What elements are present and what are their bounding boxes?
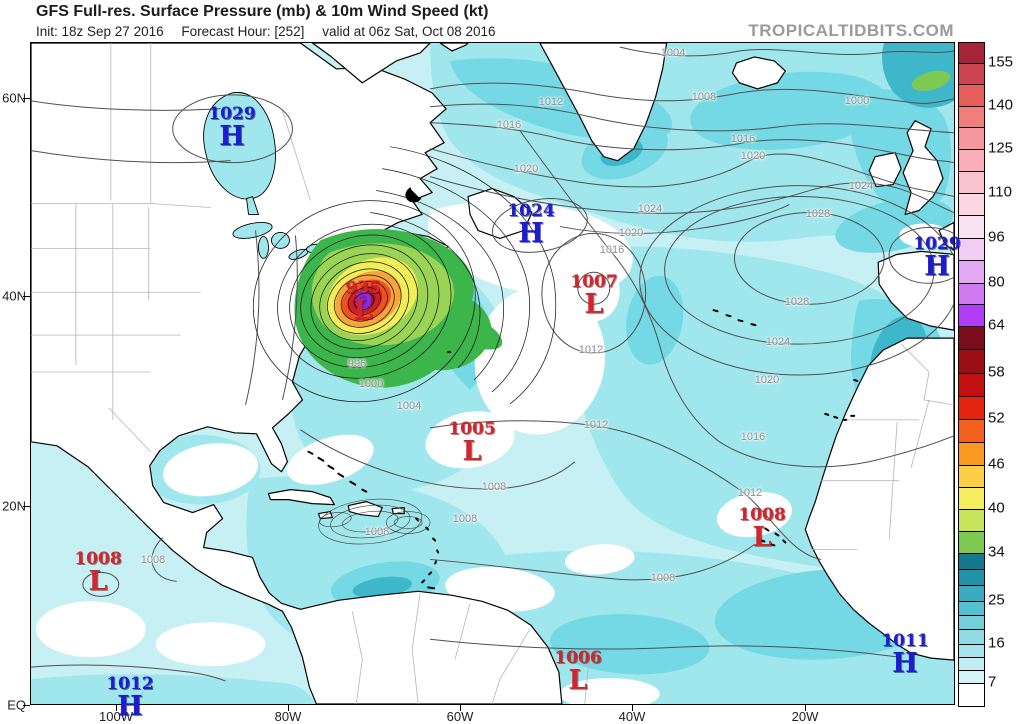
colorbar-tick-label: 140	[988, 96, 1014, 114]
colorbar-tick-label: 110	[988, 183, 1012, 201]
james-bay	[246, 195, 260, 215]
init-line: Init: 18z Sep 27 2016 Forecast Hour: [25…	[36, 24, 510, 39]
colorbar-tick-label: 125	[988, 139, 1014, 157]
lake-superior	[232, 221, 273, 239]
axis-tick-lat	[23, 705, 30, 706]
land-iceland	[731, 56, 786, 90]
axis-tick-lon	[116, 705, 117, 711]
colorbar-tick-label: 16	[988, 634, 1005, 652]
axis-tick-lat	[23, 98, 30, 99]
colorbar-tick-label: 64	[988, 316, 1005, 334]
axis-label-lat: 60N	[2, 90, 26, 106]
init-time: Init: 18z Sep 27 2016	[36, 24, 164, 39]
political-borders	[31, 43, 954, 704]
colorbar-cell	[959, 601, 984, 615]
forecast-hour: Forecast Hour: [252]	[181, 24, 305, 39]
land-africa	[804, 337, 954, 661]
axis-label-lon: 100W	[99, 709, 133, 724]
axis-label-lon: 40W	[618, 709, 646, 724]
colorbar-tick-label: 7	[988, 673, 997, 691]
colorbar-cell	[959, 657, 984, 670]
colorbar-tick-label: 34	[988, 543, 1005, 561]
page-title: GFS Full-res. Surface Pressure (mb) & 10…	[36, 3, 489, 20]
colorbar-cell	[959, 629, 984, 644]
land-great-britain	[902, 120, 944, 216]
terrain-noise-rings	[318, 498, 431, 545]
lakes	[203, 92, 323, 260]
wind-speed-colorbar	[958, 42, 985, 707]
axis-tick-lon	[288, 705, 289, 711]
land-newfoundland	[467, 187, 533, 240]
colorbar-tick-label: 40	[988, 499, 1005, 517]
colorbar-cell	[959, 373, 984, 396]
axis-label-lat: 20N	[2, 498, 26, 514]
colorbar-cell	[959, 615, 984, 629]
colorbar-cell	[959, 553, 984, 569]
colorbar-cell	[959, 465, 984, 487]
land-baffin-island	[311, 43, 431, 84]
axis-label-lon: 60W	[446, 709, 474, 724]
axis-label-lat: 40N	[2, 288, 26, 304]
colorbar-cell	[959, 238, 984, 260]
axis-label-lon: 20W	[791, 709, 819, 724]
colorbar-tick-label: 46	[988, 455, 1005, 473]
colorbar-tick-label: 58	[988, 363, 1005, 381]
axis-label-lon: 80W	[274, 709, 302, 724]
colorbar-cell	[959, 260, 984, 283]
landmasses	[31, 43, 954, 704]
colorbar-cell	[959, 419, 984, 442]
hurricane-isobars	[252, 146, 557, 405]
colorbar-tick-label: 52	[988, 409, 1005, 427]
colorbar-cell	[959, 106, 984, 127]
colorbar-cell	[959, 149, 984, 171]
colorbar-cell	[959, 569, 984, 585]
colorbar-cell	[959, 171, 984, 193]
axis-tick-lat	[23, 296, 30, 297]
island-chains	[307, 187, 859, 590]
watermark: TROPICALTIDBITS.COM	[748, 21, 954, 40]
colorbar-cell	[959, 487, 984, 509]
colorbar-tick-label: 155	[988, 53, 1014, 71]
land-cuba	[267, 489, 335, 506]
calm-patches	[35, 201, 950, 704]
land-greenland	[539, 43, 668, 162]
axis-tick-lon	[460, 705, 461, 711]
colorbar-tick-label: 25	[988, 591, 1005, 609]
land-iberia	[877, 250, 954, 331]
colorbar-cell	[959, 396, 984, 419]
map-frame	[30, 42, 955, 705]
colorbar-tick-labels: 155 140 125 110 96 80 64 58 52 46 40 34 25 16 7	[988, 42, 1024, 705]
colorbar-cell	[959, 683, 984, 706]
axis-tick-lat	[23, 506, 30, 507]
land-arctic-island	[439, 43, 469, 52]
colorbar-cell	[959, 215, 984, 238]
colorbar-cell	[959, 283, 984, 304]
wind-shading-green	[911, 70, 951, 91]
hurricane-wind-field	[294, 229, 503, 388]
colorbar-cell	[959, 442, 984, 465]
colorbar-cell	[959, 531, 984, 553]
colorbar-cell	[959, 63, 984, 84]
colorbar-cell	[959, 304, 984, 326]
axis-tick-lon	[805, 705, 806, 711]
colorbar-cell	[959, 43, 984, 63]
colorbar-cell	[959, 644, 984, 657]
valid-time: valid at 06z Sat, Oct 08 2016	[322, 24, 496, 39]
colorbar-cell	[959, 670, 984, 683]
lake-michigan	[258, 235, 269, 259]
colorbar-cell	[959, 349, 984, 373]
colorbar-cell	[959, 193, 984, 215]
colorbar-cell	[959, 326, 984, 349]
map-canvas	[31, 43, 954, 704]
colorbar-cell	[959, 127, 984, 149]
axis-tick-lon	[632, 705, 633, 711]
colorbar-cell	[959, 84, 984, 106]
colorbar-cell	[959, 585, 984, 601]
colorbar-tick-label: 80	[988, 273, 1005, 291]
lake-huron	[271, 231, 290, 249]
colorbar-cell	[959, 509, 984, 531]
axis-label-lat: EQ	[7, 697, 26, 713]
colorbar-tick-label: 96	[988, 228, 1005, 246]
